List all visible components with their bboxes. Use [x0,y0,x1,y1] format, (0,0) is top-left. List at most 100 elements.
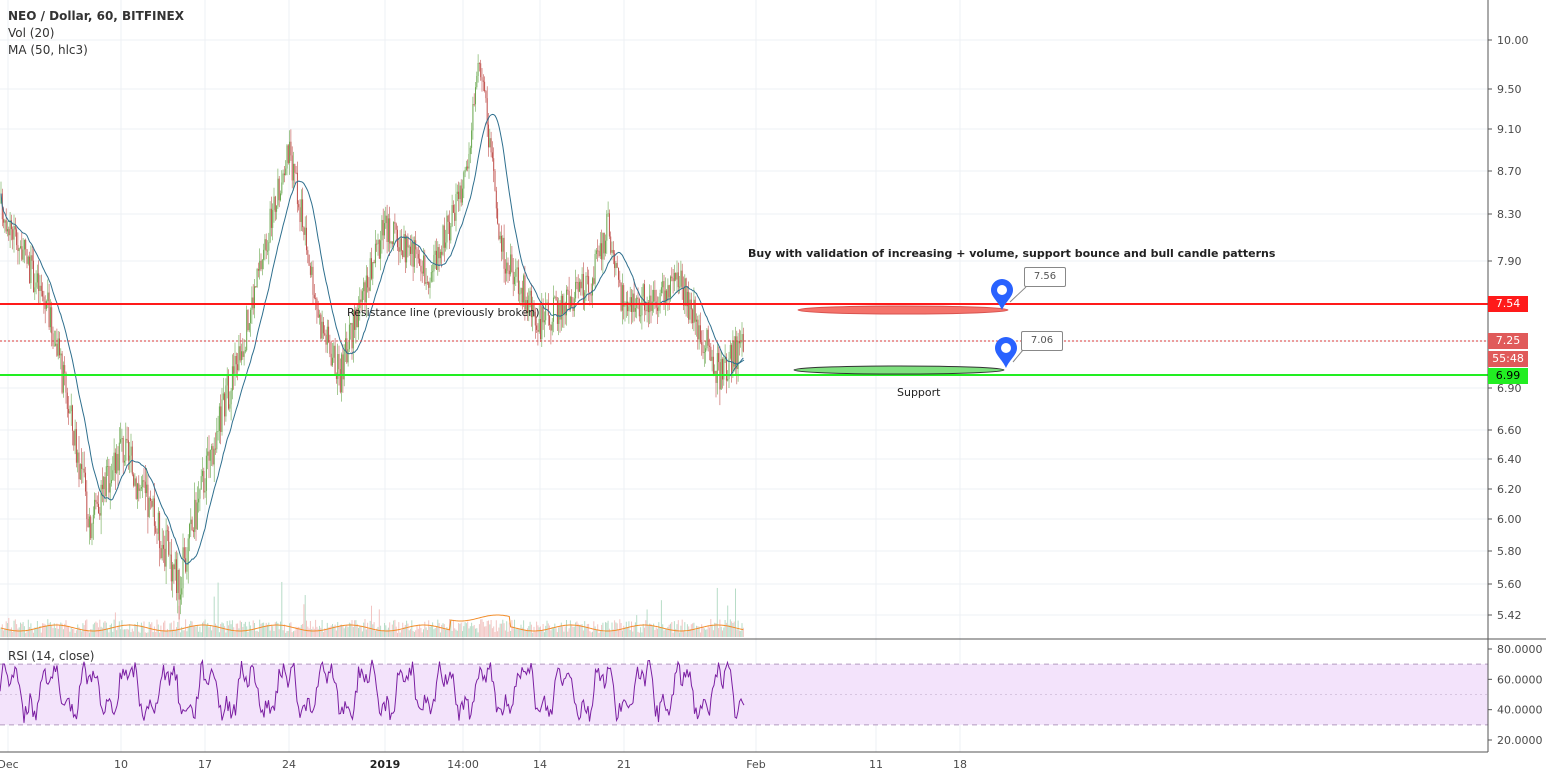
volume-bar [328,627,330,637]
candle-body [476,75,478,88]
volume-bar [73,628,75,637]
volume-bar [434,628,436,637]
volume-bar [553,628,554,637]
volume-bar [86,619,88,637]
ma-indicator-label[interactable]: MA (50, hlc3) [8,43,88,57]
candle-body [8,229,10,236]
candle-body [633,293,635,312]
time-tick-label: 24 [282,758,296,771]
volume-bar [423,629,424,637]
volume-bar [469,626,471,637]
volume-bar [577,623,579,637]
volume-bar [134,624,136,637]
candle-body [49,307,51,328]
volume-bar [524,630,526,637]
volume-bar [179,632,181,637]
candle-body [508,270,510,275]
candle-body [81,464,83,469]
vol-indicator-label[interactable]: Vol (20) [8,26,55,40]
resistance-label[interactable]: Resistance line (previously broken) [347,306,540,319]
candle-body [473,104,475,105]
candle-body [148,498,150,517]
volume-bar [501,623,502,637]
volume-bar [720,626,722,637]
candle-body [108,466,110,493]
candle-body [724,357,726,360]
volume-bar [586,624,588,637]
volume-bar [718,628,720,637]
volume-bar [109,624,111,637]
volume-bar [116,630,118,637]
candle-body [371,258,372,279]
price-tick-label: 6.20 [1497,483,1522,496]
volume-bar [493,626,495,637]
candle-body [118,442,120,471]
candle-body [190,519,192,525]
price-tick-label: 5.60 [1497,578,1522,591]
volume-bar [377,626,379,637]
volume-bar [345,626,346,637]
rsi-indicator-label[interactable]: RSI (14, close) [8,649,95,663]
markers [729,279,1027,377]
candle-body [86,491,88,519]
volume-bar [374,630,376,637]
price-tick-label: 6.60 [1497,424,1522,437]
volume-bar [346,624,348,637]
candle-body [547,302,549,316]
candle-body [343,350,345,380]
callout-upper[interactable]: 7.56 [1024,267,1066,287]
volume-bar [433,629,435,637]
candle-body [7,229,8,232]
candle-body [43,296,45,302]
candle-body [666,290,668,301]
volume-bar [14,619,16,637]
candle-body [566,289,567,316]
candle-body [668,285,670,298]
volume-bar [296,627,298,637]
candle-body [516,267,518,270]
volume-bar [168,631,170,637]
volume-bar [276,621,278,637]
volume-bar [112,631,114,637]
volume-bar [326,622,328,637]
volume-bar [105,622,107,637]
volume-bar [729,619,731,637]
candle-body [493,158,495,171]
callout-lower[interactable]: 7.06 [1021,331,1063,351]
volume-bar [324,628,326,637]
candle-body [268,242,270,251]
volume-bar [430,625,432,637]
candle-body [289,141,291,163]
volume-bar [315,619,317,637]
symbol-title[interactable]: NEO / Dollar, 60, BITFINEX [8,9,184,23]
candle-body [309,265,311,275]
candle-body [728,358,730,380]
candle-body [122,438,124,463]
candle-body [88,516,90,528]
volume-bar [488,620,489,637]
candle-body [729,345,731,359]
volume-bar [189,624,190,637]
volume-bar [352,626,354,637]
candle-body [378,239,380,259]
volume-bar [311,629,313,637]
volume-bar [529,621,531,637]
trade-note[interactable]: Buy with validation of increasing + volu… [748,247,1276,260]
volume-bar [4,628,6,637]
volume-bar [55,628,57,637]
volume-bar [699,632,701,637]
volume-bar [321,619,323,637]
candle-body [168,530,170,555]
volume-bar [159,632,161,637]
candle-body [195,499,197,530]
volume-bar [107,628,109,637]
candle-body [157,512,159,534]
volume-bar [165,631,167,637]
candle-body [150,498,151,501]
volume-bar [399,632,401,637]
candle-body [663,281,665,304]
volume-bar [0,627,2,637]
support-label[interactable]: Support [897,386,941,399]
volume-bar [503,623,505,637]
